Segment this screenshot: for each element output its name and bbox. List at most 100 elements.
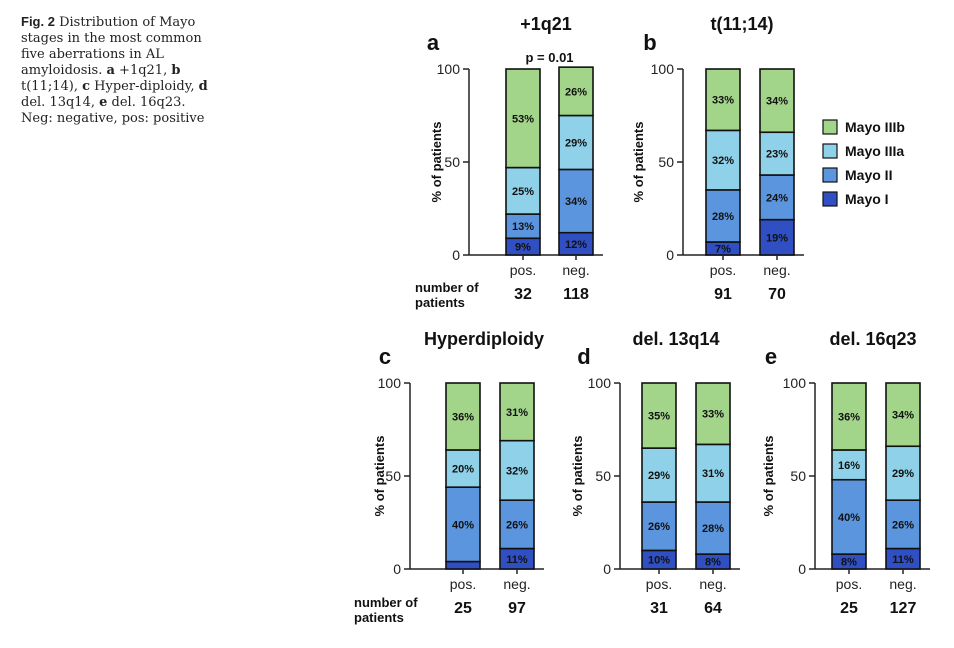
x-tick-label: neg. — [562, 262, 589, 278]
patient-count: 70 — [768, 286, 786, 303]
y-tick-label: 100 — [378, 375, 402, 391]
data-label: 19% — [766, 232, 788, 244]
caption-letter-d: d — [198, 79, 208, 94]
bar-segment — [705, 129, 741, 191]
bar-segment — [505, 166, 541, 215]
data-label: 53% — [512, 113, 534, 125]
p-value-annotation: p = 0.01 — [525, 50, 573, 65]
chart-title: del. 13q14 — [632, 329, 719, 349]
figure-label: Fig. 2 — [21, 14, 55, 29]
x-tick-label: neg. — [503, 576, 530, 592]
bar-segment — [445, 382, 481, 451]
bar-segment — [505, 213, 541, 240]
patient-count: 25 — [840, 600, 858, 617]
data-label: 16% — [838, 460, 860, 472]
y-tick-label: 50 — [595, 468, 611, 484]
data-label: 26% — [565, 86, 587, 98]
x-tick-label: pos. — [450, 576, 476, 592]
legend-label: Mayo II — [845, 167, 892, 183]
chart-title: del. 16q23 — [829, 329, 916, 349]
y-tick-label: 100 — [651, 61, 675, 77]
legend-label: Mayo IIIb — [845, 119, 905, 135]
number-of-patients-label: patients — [415, 295, 465, 310]
legend-swatch — [822, 143, 838, 159]
caption-letter-c: c — [82, 79, 91, 94]
panel-letter: c — [379, 344, 391, 369]
y-axis-label: % of patients — [429, 122, 444, 203]
caption-letter-e: e — [99, 95, 108, 110]
panel-letter: e — [765, 344, 777, 369]
data-label: 36% — [452, 411, 474, 423]
legend-label: Mayo IIIa — [845, 143, 904, 159]
patient-count: 31 — [650, 600, 668, 617]
x-tick-label: neg. — [699, 576, 726, 592]
bar-segment — [505, 68, 541, 169]
y-tick-label: 0 — [798, 561, 806, 577]
data-label: 34% — [892, 410, 914, 422]
y-tick-label: 100 — [437, 61, 461, 77]
y-tick-label: 100 — [783, 375, 807, 391]
bar-segment — [885, 499, 921, 550]
data-label: 25% — [512, 186, 534, 198]
y-tick-label: 0 — [393, 561, 401, 577]
number-of-patients-label: number of — [415, 280, 479, 295]
data-label: 20% — [452, 464, 474, 476]
chart-title: t(11;14) — [710, 14, 773, 34]
y-tick-label: 50 — [385, 468, 401, 484]
bar-segment — [885, 445, 921, 501]
legend-swatch — [822, 167, 838, 183]
data-label: 9% — [515, 242, 531, 254]
patient-count: 64 — [704, 600, 722, 617]
data-label: 13% — [512, 221, 534, 233]
bar-segment — [558, 168, 594, 234]
bar-segment — [445, 560, 481, 570]
caption-text: Distribution of Mayo stages in the most … — [21, 15, 202, 78]
caption-text-e: del. 16q23. Neg: negative, pos: positive — [21, 95, 205, 126]
data-label: 28% — [712, 211, 734, 223]
y-tick-label: 100 — [588, 375, 612, 391]
patient-count: 97 — [508, 600, 526, 617]
caption-letter-a: a — [106, 63, 115, 78]
data-label: 29% — [648, 470, 670, 482]
patient-count: 32 — [514, 286, 532, 303]
data-label: 12% — [565, 239, 587, 251]
x-tick-label: neg. — [763, 262, 790, 278]
bar-segment — [759, 68, 795, 134]
y-axis-label: % of patients — [631, 122, 646, 203]
data-label: 34% — [766, 96, 788, 108]
x-tick-label: neg. — [889, 576, 916, 592]
x-tick-label: pos. — [836, 576, 862, 592]
data-label: 33% — [702, 409, 724, 421]
caption-letter-b: b — [171, 63, 181, 78]
data-label: 24% — [766, 192, 788, 204]
bar-segment — [759, 218, 795, 256]
bar-segment — [641, 447, 677, 503]
data-label: 8% — [705, 557, 721, 569]
data-label: 31% — [702, 468, 724, 480]
bar-segment — [695, 382, 731, 446]
data-label: 33% — [712, 95, 734, 107]
data-label: 11% — [506, 554, 528, 566]
bar-segment — [885, 382, 921, 448]
bar-segment — [705, 189, 741, 243]
patient-count: 25 — [454, 600, 472, 617]
data-label: 29% — [565, 137, 587, 149]
panel-letter: b — [643, 30, 656, 55]
y-axis-label: % of patients — [372, 436, 387, 517]
bar-segment — [558, 66, 594, 117]
bar-segment — [499, 382, 535, 442]
bar-segment — [759, 174, 795, 221]
data-label: 11% — [892, 554, 914, 566]
data-label: 8% — [841, 557, 857, 569]
y-tick-label: 0 — [452, 247, 460, 263]
y-tick-label: 50 — [658, 154, 674, 170]
y-tick-label: 0 — [603, 561, 611, 577]
x-tick-label: pos. — [646, 576, 672, 592]
panel-letter: a — [427, 30, 440, 55]
x-tick-label: pos. — [510, 262, 536, 278]
patient-count: 91 — [714, 286, 732, 303]
number-of-patients-label: patients — [354, 610, 404, 625]
data-label: 32% — [712, 155, 734, 167]
chart-title: Hyperdiploidy — [424, 329, 544, 349]
y-axis-label: % of patients — [761, 436, 776, 517]
